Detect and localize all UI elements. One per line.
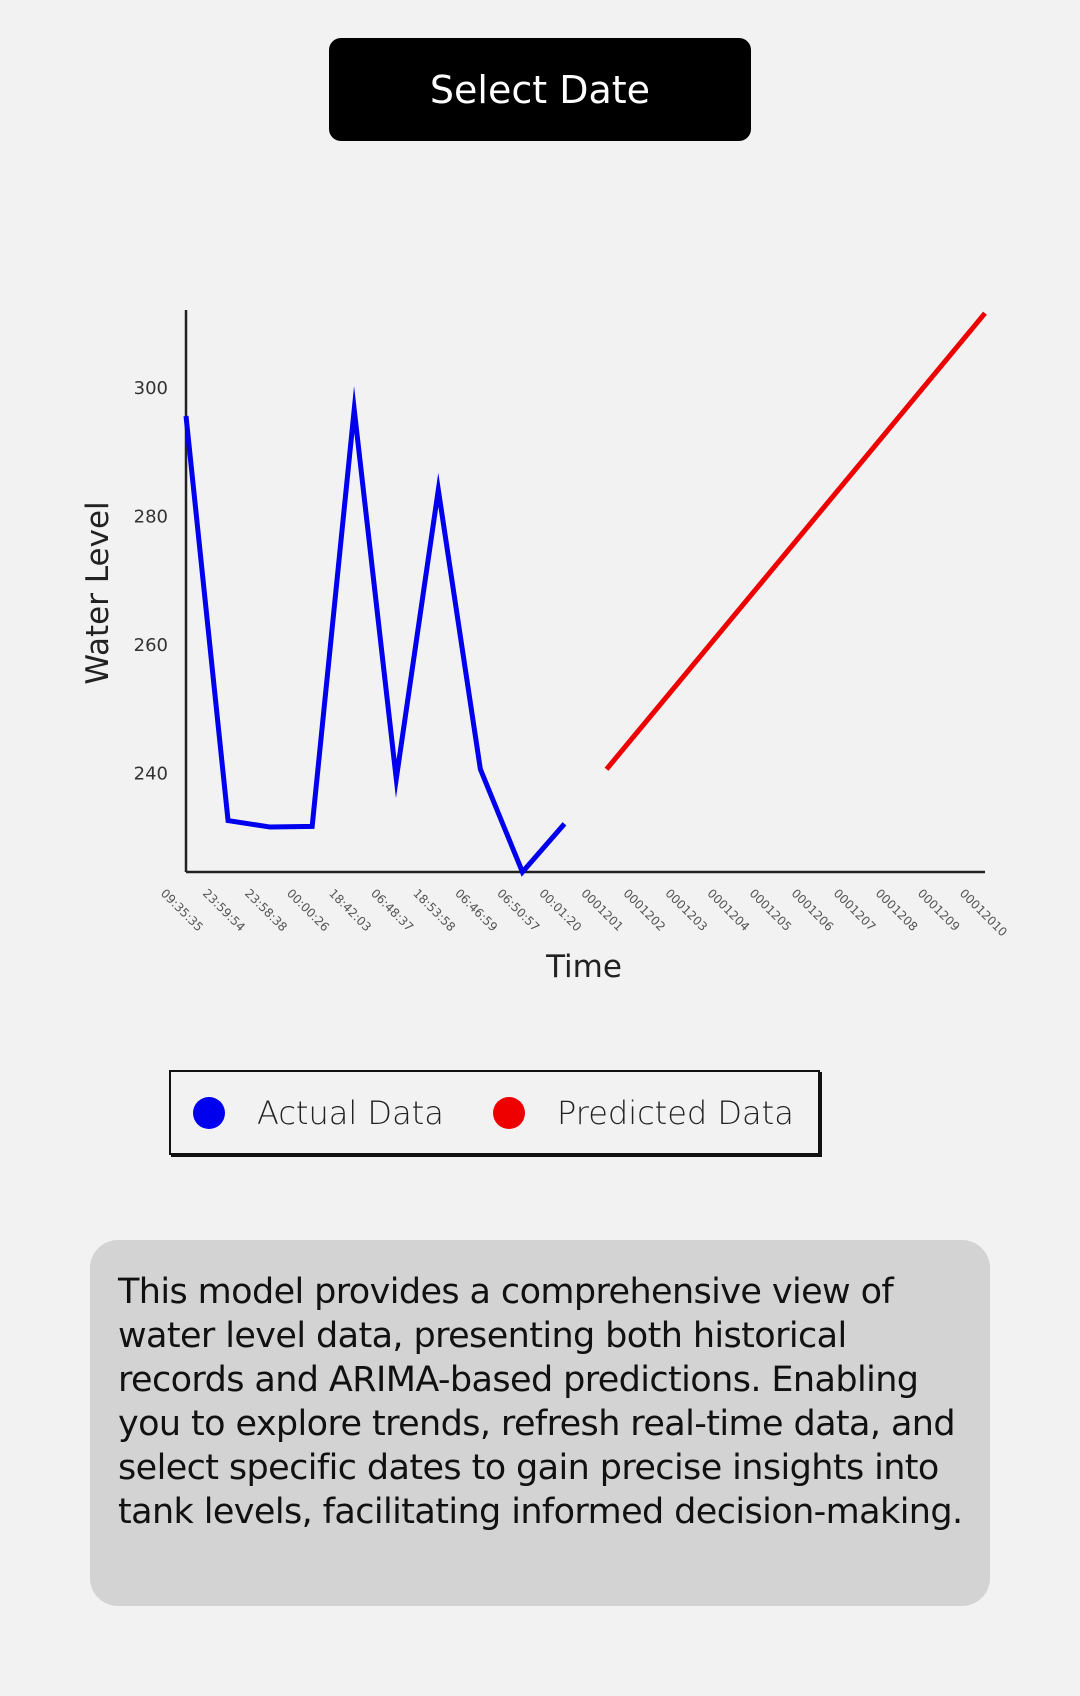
- x-tick-label: 0001207: [831, 886, 879, 934]
- y-tick-label: 260: [134, 635, 168, 656]
- x-tick-label: 0001208: [873, 886, 921, 934]
- predicted-data-line: [604, 311, 987, 771]
- x-tick-labels: 09:35:3523:59:5423:58:3800:00:2618:42:03…: [158, 886, 1010, 939]
- chart-axes: [184, 310, 985, 874]
- x-tick-label: 23:59:54: [200, 886, 248, 934]
- y-tick-label: 300: [134, 378, 168, 399]
- x-axis-title: Time: [545, 949, 622, 985]
- x-tick-label: 06:50:57: [494, 886, 542, 934]
- x-tick-label: 06:46:59: [452, 886, 500, 934]
- x-tick-label: 0001205: [747, 886, 795, 934]
- legend-dot-actual: [193, 1096, 225, 1129]
- series-lines: [183, 311, 987, 877]
- legend-label-predicted: Predicted Data: [557, 1093, 794, 1132]
- x-tick-label: 0001204: [705, 886, 753, 934]
- chart-legend: Actual Data Predicted Data: [169, 1070, 820, 1155]
- x-tick-label: 0001203: [663, 886, 711, 934]
- x-tick-label: 00:00:26: [284, 886, 332, 934]
- x-tick-label: 0001201: [578, 886, 626, 934]
- y-tick-label: 240: [134, 763, 168, 784]
- select-date-button[interactable]: Select Date: [329, 38, 751, 141]
- legend-label-actual: Actual Data: [257, 1093, 444, 1132]
- actual-data-line: [183, 386, 567, 877]
- x-tick-label: 00:01:20: [536, 886, 584, 934]
- y-tick-label: 280: [134, 507, 168, 528]
- x-tick-label: 23:58:38: [242, 886, 290, 934]
- x-tick-label: 09:35:35: [158, 886, 206, 934]
- x-tick-label: 00012010: [957, 886, 1010, 939]
- legend-item-predicted: Predicted Data: [493, 1072, 794, 1153]
- y-axis-title: Water Level: [80, 501, 116, 684]
- x-tick-label: 18:42:03: [326, 886, 374, 934]
- x-tick-label: 06:48:37: [368, 886, 416, 934]
- legend-dot-predicted: [493, 1096, 525, 1129]
- x-tick-label: 0001202: [620, 886, 668, 934]
- water-level-chart: 240 260 280 300 09:35:35 23:59:54 23:58:38 00:…: [0, 280, 1080, 1000]
- legend-item-actual: Actual Data: [193, 1072, 444, 1153]
- x-tick-label: 0001206: [789, 886, 837, 934]
- description-panel: This model provides a comprehensive view…: [90, 1240, 990, 1606]
- description-text: This model provides a comprehensive view…: [118, 1272, 963, 1532]
- x-tick-label: 0001209: [915, 886, 963, 934]
- x-tick-label: 18:53:58: [410, 886, 458, 934]
- y-tick-labels: 240 260 280 300: [134, 378, 168, 784]
